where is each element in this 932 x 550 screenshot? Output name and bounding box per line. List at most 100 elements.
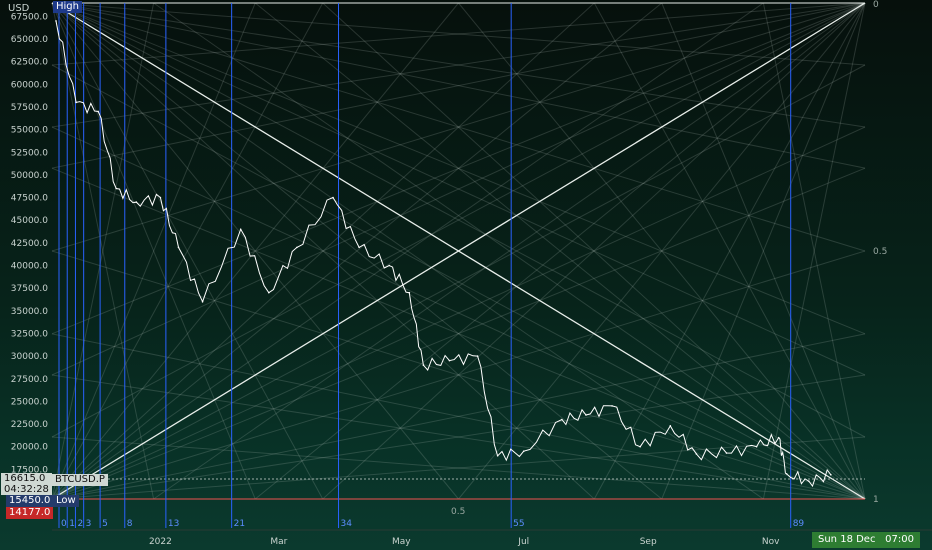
gann-fan-line [762,2,866,500]
price-point [75,101,77,104]
y-axis-tick-label: 42500.0 [11,239,48,249]
gann-fan-line [51,250,866,500]
gann-fan-line [51,2,866,252]
y-axis-tick-label: 27500.0 [11,375,48,385]
gann-fan-line [51,2,256,500]
gann-fan-line [51,2,155,500]
gann-fan-line [254,2,866,500]
gann-fan-line [51,2,764,500]
gann-fan-line [153,2,866,500]
gann-fan-line [661,2,866,500]
gann-fan-line [51,2,866,335]
gann-fan-line [51,167,866,500]
gann-fan-line [51,2,866,376]
price-point [422,364,425,366]
price-point [201,300,204,303]
price-point [669,425,672,427]
gann-fan-line [51,2,866,169]
gann-fan-line [51,333,866,500]
y-axis-tick-label: 30000.0 [11,352,48,362]
fib-time-zones: 0 1 2 3 5 8 13 21 34 55 89 [58,3,805,529]
price-point [777,436,780,439]
fib-time-label: 2 [77,519,83,529]
price-point [807,480,810,482]
gann-fan-line [51,2,866,252]
gann-fan-line [51,2,459,500]
price-point [448,359,451,362]
y-axis-tick-label: 65000.0 [11,35,48,45]
price-point [55,20,57,22]
fib-time-label: 1 [69,519,75,529]
price-point [135,201,138,203]
gann-fan-line [51,2,595,500]
gann-fan-line [51,2,866,66]
gann-fan-line [51,2,866,66]
price-point [476,355,479,357]
crosshair-time: 07:00 [885,534,914,545]
gann-fan-line [593,2,866,500]
price-point [268,291,270,294]
symbol-tag: BTCUSD.P [52,474,108,486]
red-price-tag: 14177.0 [6,507,54,519]
gann-fan-line [51,2,866,169]
y-axis-tick-label: 22500.0 [11,420,48,430]
y-axis-tick-label: 62500.0 [11,58,48,68]
gann-fan-line [51,333,866,500]
fib-time-label: 34 [341,519,353,529]
gann-fan-line [51,2,324,500]
price-point [585,414,587,416]
y-axis-tick-label: 35000.0 [11,307,48,317]
gann-fan-line [51,374,866,500]
gann-label-bottom-right: 1 [873,495,879,505]
fib-time-label: 55 [513,519,524,529]
fib-time-label: 13 [168,519,179,529]
gann-fan-line [51,64,866,500]
price-point [785,473,788,475]
gann-low-label: Low [53,495,79,507]
price-point [522,450,525,453]
price-point [296,246,298,249]
x-axis-tick-label: 2022 [149,537,172,547]
price-point [239,228,242,231]
price-series [55,20,832,488]
price-point [97,110,99,113]
current-price-tag: 16615.0 04:32:28 [1,473,52,495]
x-axis-tick-label: Mar [270,537,287,547]
gann-fan-line [762,2,866,500]
price-point [611,405,613,407]
gann-fan-line [51,167,866,500]
gann-fan-line [322,2,866,500]
price-point [496,454,499,457]
y-axis-tick-label: 40000.0 [11,262,48,272]
price-point [725,452,728,454]
y-axis-tick-label: 32500.0 [11,329,48,339]
gann-fan-line [51,2,866,376]
y-axis-tick-label: 50000.0 [11,171,48,181]
price-point [159,196,162,199]
y-axis-tick-label: 57500.0 [11,103,48,113]
crosshair-time-badge: Sun 18 Dec '22 07:00 [812,532,920,548]
y-axis-tick-label: 52500.0 [11,148,48,158]
gann-fan-line [51,2,866,335]
fib-time-label: 3 [86,519,92,529]
gann-fan-line [153,2,866,500]
price-point [408,291,411,294]
price-point [332,196,334,199]
price-point [177,246,180,249]
fib-time-label: 21 [234,519,245,529]
gann-fan-line [51,2,155,500]
gann-fan-line [51,126,866,500]
axes: 67500.065000.062500.060000.057500.055000… [11,12,932,547]
gann-fan-line [51,436,866,500]
price-point [561,418,563,421]
gann-fan-line [51,250,866,500]
price-point [115,187,118,190]
gann-fan-line [51,2,595,500]
x-axis-tick-label: Nov [762,537,780,547]
y-axis-tick-label: 37500.0 [11,284,48,294]
gann-label-mid-right: 0.5 [873,247,887,257]
crosshair-date: Sun 18 Dec '22 [818,534,876,545]
fib-time-label: 89 [793,519,805,529]
